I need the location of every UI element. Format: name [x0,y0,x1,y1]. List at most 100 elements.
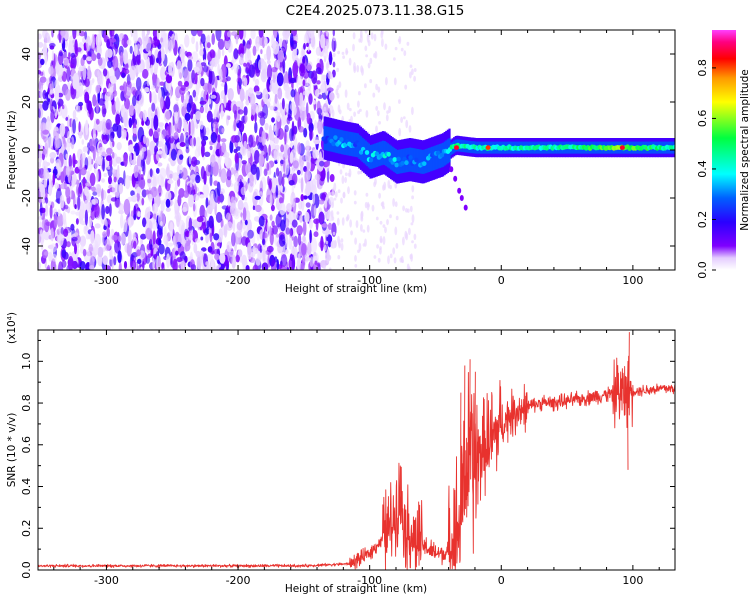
spectrogram-cell [96,169,99,183]
spectrogram-cell [197,30,203,37]
spectrogram-cell [169,221,174,238]
spectrogram-cell [353,190,357,196]
spectrogram-cell [331,141,336,147]
spectrogram-cell [260,250,267,263]
spectrogram-cell [111,234,119,241]
spectrogram-cell [144,207,151,222]
spectrogram-cell [157,150,163,155]
spectrogram-cell [305,257,312,262]
spectrogram-cell [60,171,65,184]
spectrogram-cell [163,226,167,240]
spectrogram-cell [266,221,270,232]
spectrogram-cell [257,142,260,150]
spectrogram-cell [209,145,213,151]
spectrogram-cell [39,202,43,216]
spectrogram-cell [306,161,310,171]
spectrogram-cell [139,44,143,54]
spectrogram-cell [101,235,105,246]
spectrogram-cell [341,130,344,155]
spectrogram-cell [382,224,386,228]
spectrogram-cell [111,168,116,174]
spectrogram-cell [150,186,158,198]
spectrogram-cell [330,73,333,80]
spectrogram-cell [404,160,409,166]
spectrogram-cell [221,142,227,153]
spectrogram-cell [247,242,252,256]
spectrogram-cell [321,73,324,85]
spectrogram-cell [142,68,149,79]
spectrogram-cell [354,255,357,262]
spectrogram-cell [179,142,186,147]
spectrogram-cell [376,110,380,117]
spectrogram-cell [44,251,49,256]
spectrogram-cell [268,144,271,156]
spectrogram-cell [301,254,306,270]
spectrogram-cell [205,197,209,209]
spectrogram-cell [283,82,290,92]
spectrogram-cell [123,68,130,75]
spectrogram-cell [276,59,281,69]
spectrogram-cell [377,86,381,93]
spectrogram-cell [380,31,384,39]
spectrogram-cell [70,210,76,215]
spectrogram-cell [82,248,87,257]
spectrogram-cell [320,83,326,94]
spectrogram-cell [283,144,291,159]
x-tick-label: -100 [357,574,382,587]
spectrogram-cell [276,259,279,270]
spectrogram-cell [254,91,261,96]
spectrogram-cell [102,68,108,77]
spectrogram-cell [175,250,179,256]
spectrogram-cell [348,57,352,66]
spectrogram-cell [183,121,188,132]
spectrogram-cell [217,48,221,60]
spectrogram-cell [329,174,335,182]
spectrogram-cell [383,181,387,191]
spectrogram-cell [48,251,53,262]
colorbar-ticks: 0.0 0.2 0.4 0.6 0.8 [696,59,716,279]
spectrogram-cell [290,191,296,208]
spectrogram-cell [84,78,90,88]
snr-ylabel: SNR (10 * v/v) [6,413,18,488]
spectrogram-cell [288,179,295,186]
spectrogram-cell [409,64,413,68]
spectrogram-cell [389,145,393,170]
x-tick-label: -100 [357,274,382,287]
spectrogram-cell [106,90,114,101]
spectrogram-cell [205,164,212,177]
spectrogram-cell [298,178,302,184]
spectrogram-cell [157,128,161,133]
spectrogram-cell [250,163,257,175]
spectrogram-cell [174,243,179,251]
spectrogram-cell [429,147,432,172]
spectrogram-cell [194,238,201,243]
spectrogram-cell [52,172,56,186]
colorbar: 0.0 0.2 0.4 0.6 0.8 Normalized spectral ampl… [696,30,750,279]
spectrogram-cell [195,41,199,53]
spectrogram-cell [272,225,278,235]
spectrogram-cell [191,51,199,63]
spectrogram-cell [133,30,138,44]
spectrogram-cell [54,88,60,103]
colorbar-label: Normalized spectral amplitude [739,69,750,230]
colorbar-tick-label: 0.2 [696,211,709,229]
spectrogram-cell [315,46,321,56]
spectrogram-cell [375,125,378,133]
spectrogram-cell [284,128,287,145]
spectrogram-cell [220,110,225,117]
spectrogram-cell [388,105,391,114]
spectrogram-cell [334,239,337,248]
spectrogram-marks [38,30,675,270]
spectrogram-cell [312,252,319,264]
spectrogram-cell [312,149,319,159]
spectrogram-cell [359,108,362,112]
spectrogram-cell [109,247,113,260]
spectrogram-cell [346,102,350,111]
spectrogram-cell [299,214,303,223]
spectrogram-cell [158,238,162,246]
spectrogram-cell [244,256,247,268]
spectrogram-cell [247,150,251,159]
spectrogram-cell [225,212,231,221]
spectrogram-cell [398,36,402,45]
